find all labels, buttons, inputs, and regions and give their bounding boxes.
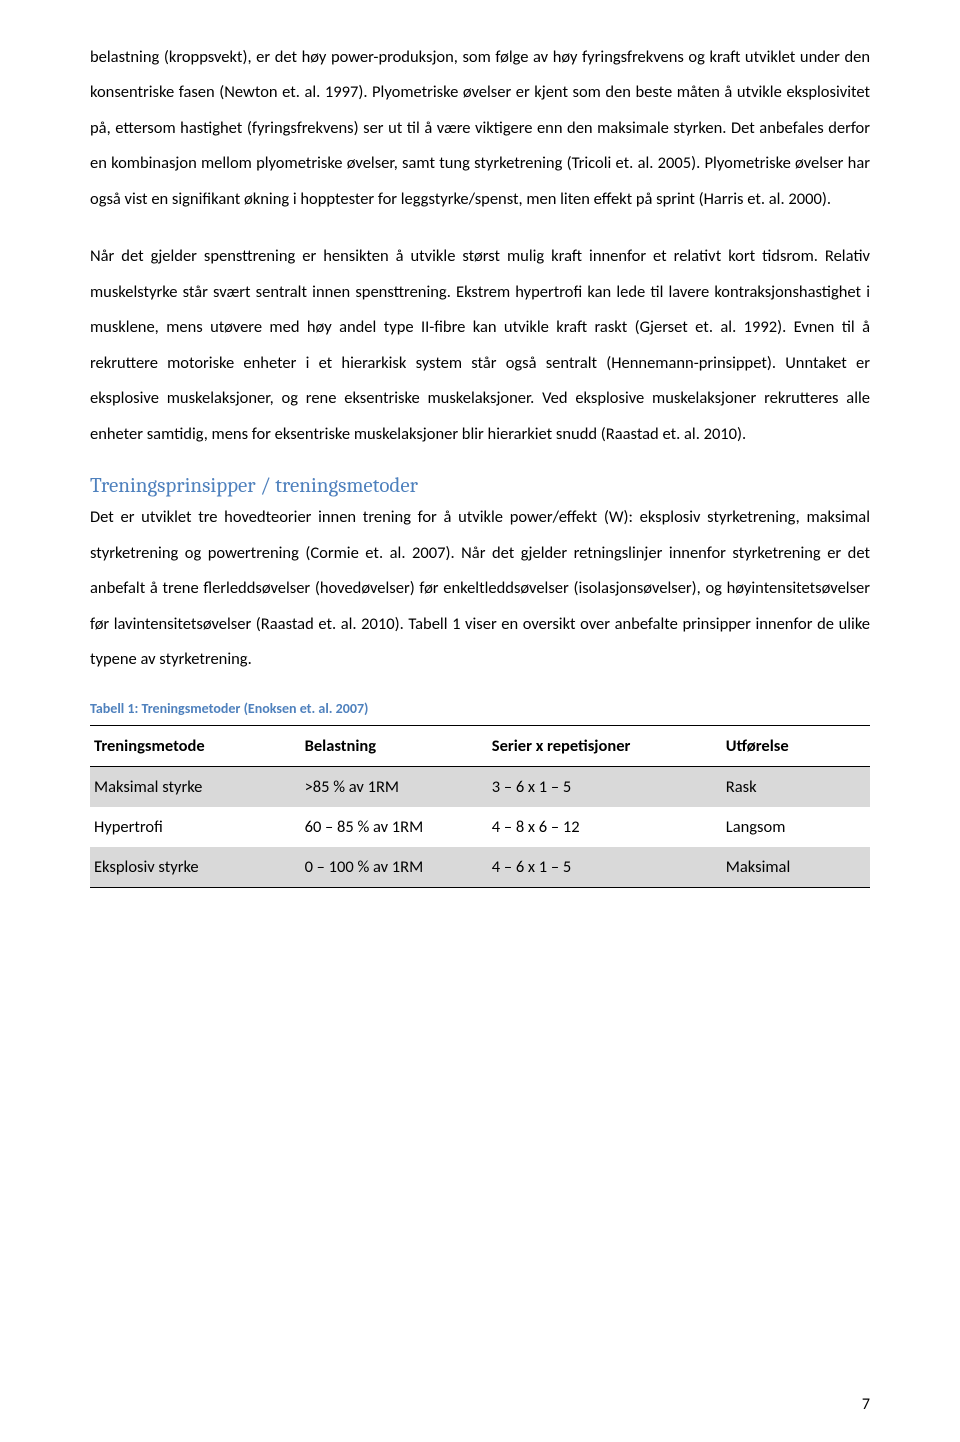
- table-cell: 4 – 8 x 6 – 12: [488, 807, 722, 847]
- table-cell: >85 % av 1RM: [301, 766, 488, 807]
- body-paragraph-3: Det er utviklet tre hovedteorier innen t…: [90, 500, 870, 677]
- table-body: Maksimal styrke>85 % av 1RM3 – 6 x 1 – 5…: [90, 766, 870, 887]
- table-cell: Eksplosiv styrke: [90, 847, 301, 888]
- body-paragraph-2: Når det gjelder spensttrening er hensikt…: [90, 239, 870, 452]
- section-heading: Treningsprinsipper / treningsmetoder: [90, 474, 870, 498]
- table-cell: 3 – 6 x 1 – 5: [488, 766, 722, 807]
- table-header-cell: Serier x repetisjoner: [488, 725, 722, 766]
- table-row: Eksplosiv styrke0 – 100 % av 1RM4 – 6 x …: [90, 847, 870, 888]
- table-header-cell: Utførelse: [722, 725, 870, 766]
- table-cell: Maksimal styrke: [90, 766, 301, 807]
- page-number: 7: [862, 1395, 870, 1414]
- table-cell: Langsom: [722, 807, 870, 847]
- table-cell: Maksimal: [722, 847, 870, 888]
- table-header-cell: Treningsmetode: [90, 725, 301, 766]
- table-caption: Tabell 1: Treningsmetoder (Enoksen et. a…: [90, 700, 870, 717]
- table-cell: Hypertrofi: [90, 807, 301, 847]
- training-methods-table: TreningsmetodeBelastningSerier x repetis…: [90, 725, 870, 888]
- table-row: Maksimal styrke>85 % av 1RM3 – 6 x 1 – 5…: [90, 766, 870, 807]
- body-paragraph-1: belastning (kroppsvekt), er det høy powe…: [90, 40, 870, 217]
- table-cell: 60 – 85 % av 1RM: [301, 807, 488, 847]
- table-row: Hypertrofi60 – 85 % av 1RM4 – 8 x 6 – 12…: [90, 807, 870, 847]
- table-header-cell: Belastning: [301, 725, 488, 766]
- table-header-row: TreningsmetodeBelastningSerier x repetis…: [90, 725, 870, 766]
- table-cell: 0 – 100 % av 1RM: [301, 847, 488, 888]
- table-cell: Rask: [722, 766, 870, 807]
- table-cell: 4 – 6 x 1 – 5: [488, 847, 722, 888]
